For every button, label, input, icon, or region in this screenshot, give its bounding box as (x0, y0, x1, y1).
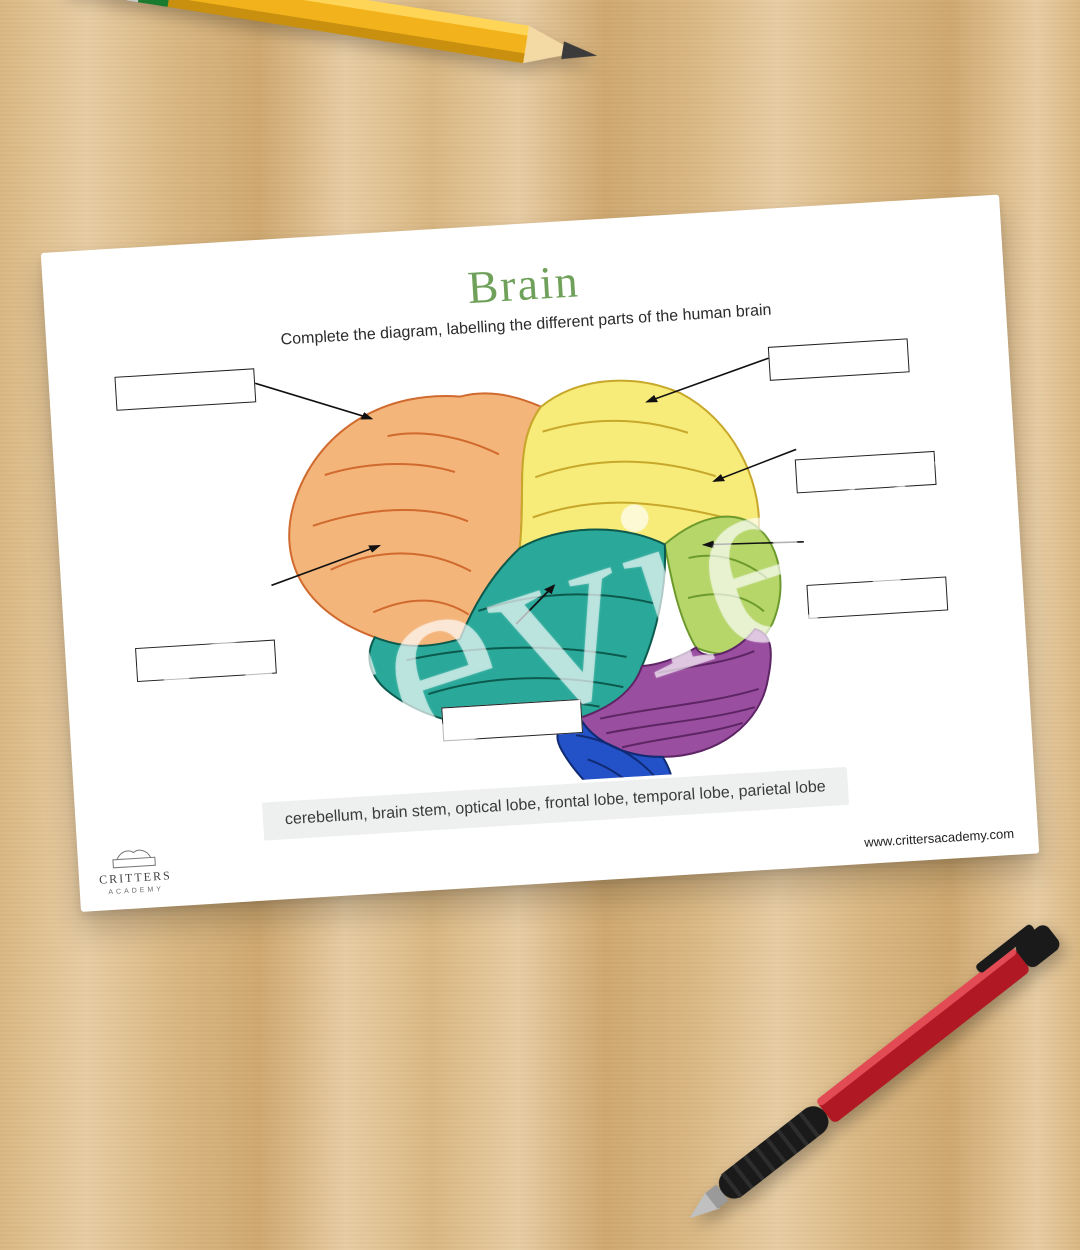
brand-line2: ACADEMY (108, 886, 164, 896)
pencil-svg (58, 0, 622, 93)
worksheet-sheet: Brain Complete the diagram, labelling th… (41, 195, 1040, 912)
pen-svg (668, 895, 1080, 1246)
pen-prop (668, 895, 1080, 1250)
brain-diagram-area (47, 304, 1032, 802)
brand-logo: CRITTERS ACADEMY (97, 844, 172, 896)
brand-icon (111, 845, 158, 870)
brand-line1: CRITTERS (99, 868, 172, 887)
footer-url: www.crittersacademy.com (864, 826, 1015, 850)
pencil-prop (58, 0, 623, 98)
worksheet-wrapper: Brain Complete the diagram, labelling th… (41, 195, 1040, 912)
